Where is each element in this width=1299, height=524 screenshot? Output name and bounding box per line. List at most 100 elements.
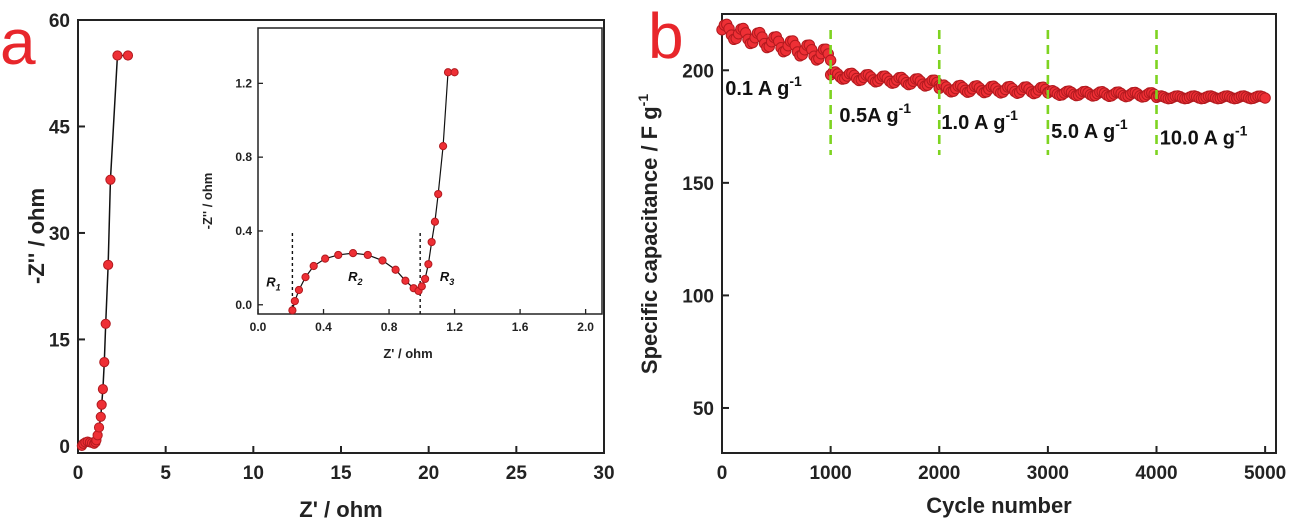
inset-point — [427, 237, 436, 247]
inset-annotation-base: R — [266, 274, 276, 289]
inset-annotation-sub: 3 — [449, 277, 454, 287]
inset-point — [290, 296, 299, 306]
panel-a-xtick-label: 15 — [330, 463, 352, 484]
panel-b-letter: b — [648, 0, 684, 72]
inset-annotation: R1 — [266, 274, 280, 292]
panel-a-point — [112, 50, 123, 61]
rate-label-text: 5.0 A g — [1051, 121, 1115, 143]
panel-b-ytick-label: 200 — [682, 61, 714, 82]
panel-b-rate-label: 5.0 A g-1 — [1051, 116, 1128, 143]
inset-ytick-label: 0.8 — [235, 150, 252, 164]
inset-point — [417, 282, 426, 291]
panel-b-ylabel-sup: -1 — [635, 94, 651, 107]
panel-a-ytick-label: 15 — [49, 330, 71, 351]
inset-point — [420, 274, 430, 284]
inset-point — [348, 249, 358, 258]
inset-points — [288, 68, 459, 315]
inset-ytick-label: 0.0 — [235, 298, 252, 312]
panel-b-rate-label: 1.0 A g-1 — [941, 107, 1018, 134]
panel-b-rate-label: 0.5A g-1 — [839, 100, 911, 127]
panel-b-ylabel-text: Specific capacitance / F g — [637, 106, 662, 374]
panel-a-xlabel: Z' / ohm — [299, 497, 382, 522]
panel-a-point — [103, 259, 114, 270]
inset-ylabel: -Z'' / ohm — [200, 173, 215, 230]
rate-label-sup: -1 — [1006, 107, 1019, 123]
inset-point — [301, 272, 310, 282]
inset-xtick-label: 1.6 — [512, 320, 529, 334]
inset-point — [424, 260, 433, 269]
panel-a-point — [122, 50, 134, 61]
inset-point — [430, 217, 440, 226]
inset-annotation: R2 — [348, 269, 362, 287]
panel-b-ylabel: Specific capacitance / F g-1 — [635, 94, 662, 374]
panel-a-chart: a 0 5 10 15 20 25 30 0 15 30 45 60 Z' / ohm -Z'' / … — [0, 6, 615, 522]
rate-label-text: 10.0 A g — [1160, 128, 1235, 150]
inset-point — [450, 68, 459, 77]
panel-a-point — [97, 384, 108, 395]
inset-point — [439, 141, 448, 151]
rate-label-sup: -1 — [1235, 123, 1248, 139]
panel-b-ytick-label: 100 — [682, 286, 714, 307]
inset-ticks: 0.0 0.4 0.8 1.2 1.6 2.0 0.0 0.4 0.8 1.2 — [235, 76, 594, 334]
panel-a-point — [99, 357, 110, 368]
panel-b-frame — [721, 13, 1277, 454]
panel-a-ytick-label: 0 — [59, 437, 70, 458]
panel-a-ytick-label: 45 — [49, 117, 71, 138]
inset-point — [334, 250, 343, 260]
panel-b-rate-labels: 0.1 A g-10.5A g-11.0 A g-15.0 A g-110.0 … — [725, 73, 1247, 150]
panel-a-xtick-label: 0 — [73, 463, 84, 484]
inset-point — [363, 250, 372, 260]
panel-b-ytick-label: 50 — [693, 399, 714, 420]
panel-a-ylabel: -Z'' / ohm — [24, 188, 49, 284]
inset-point — [309, 261, 318, 271]
panel-a-xtick-label: 20 — [418, 463, 439, 484]
inset-point — [391, 265, 400, 274]
panel-a-ytick-label: 30 — [49, 224, 70, 245]
rate-label-text: 1.0 A g — [941, 112, 1005, 134]
inset-xtick-label: 0.8 — [381, 320, 398, 334]
inset-xlabel: Z' / ohm — [383, 346, 432, 361]
panel-a-point — [105, 174, 116, 185]
panel-a-ticks: 0 5 10 15 20 25 30 0 15 30 45 60 — [49, 11, 615, 484]
inset-annotation: R3 — [440, 269, 454, 287]
panel-a-ytick-label: 60 — [49, 11, 70, 32]
panel-b-xtick-label: 1000 — [809, 463, 851, 484]
inset-xtick-label: 2.0 — [577, 320, 594, 334]
panel-a-point — [96, 399, 107, 410]
panel-b-dividers — [829, 30, 1158, 155]
rate-label-text: 0.5A g — [839, 105, 898, 127]
rate-label-sup: -1 — [1115, 116, 1128, 132]
panel-b-xtick-label: 2000 — [918, 463, 960, 484]
inset-point — [288, 306, 297, 315]
inset-annotation-sub: 1 — [276, 282, 281, 292]
inset-ytick-label: 1.2 — [235, 76, 252, 90]
panel-b-xtick-label: 5000 — [1244, 463, 1286, 484]
inset-ytick-label: 0.4 — [235, 224, 252, 238]
panel-b-xtick-label: 3000 — [1027, 463, 1069, 484]
inset-xtick-label: 0.0 — [250, 320, 267, 334]
panel-a-point — [95, 411, 106, 422]
panel-b-xtick-label: 0 — [717, 463, 728, 484]
panel-a-points — [76, 50, 134, 452]
panel-b-points — [716, 18, 1271, 105]
panel-b-chart: b 0 1000 2000 3000 4000 5000 50 100 150 200 0.1 A… — [635, 0, 1286, 518]
inset-point — [294, 285, 304, 295]
rate-label-sup: -1 — [899, 100, 912, 116]
rate-label-sup: -1 — [789, 73, 802, 89]
inset-annotation-sub: 2 — [356, 277, 362, 287]
inset-xtick-label: 0.4 — [315, 320, 332, 334]
inset-point — [378, 256, 387, 265]
inset-xtick-label: 1.2 — [446, 320, 463, 334]
rate-label-text: 0.1 A g — [725, 78, 789, 100]
panel-b-ticks: 0 1000 2000 3000 4000 5000 50 100 150 200 — [682, 61, 1286, 484]
panel-b-point — [1259, 92, 1271, 104]
panel-b-xtick-label: 4000 — [1135, 463, 1177, 484]
panel-a-point — [100, 318, 111, 329]
inset-point — [434, 189, 443, 199]
panel-b-xlabel: Cycle number — [926, 493, 1072, 518]
inset-point — [321, 254, 330, 263]
inset-annotation-base: R — [440, 269, 450, 284]
